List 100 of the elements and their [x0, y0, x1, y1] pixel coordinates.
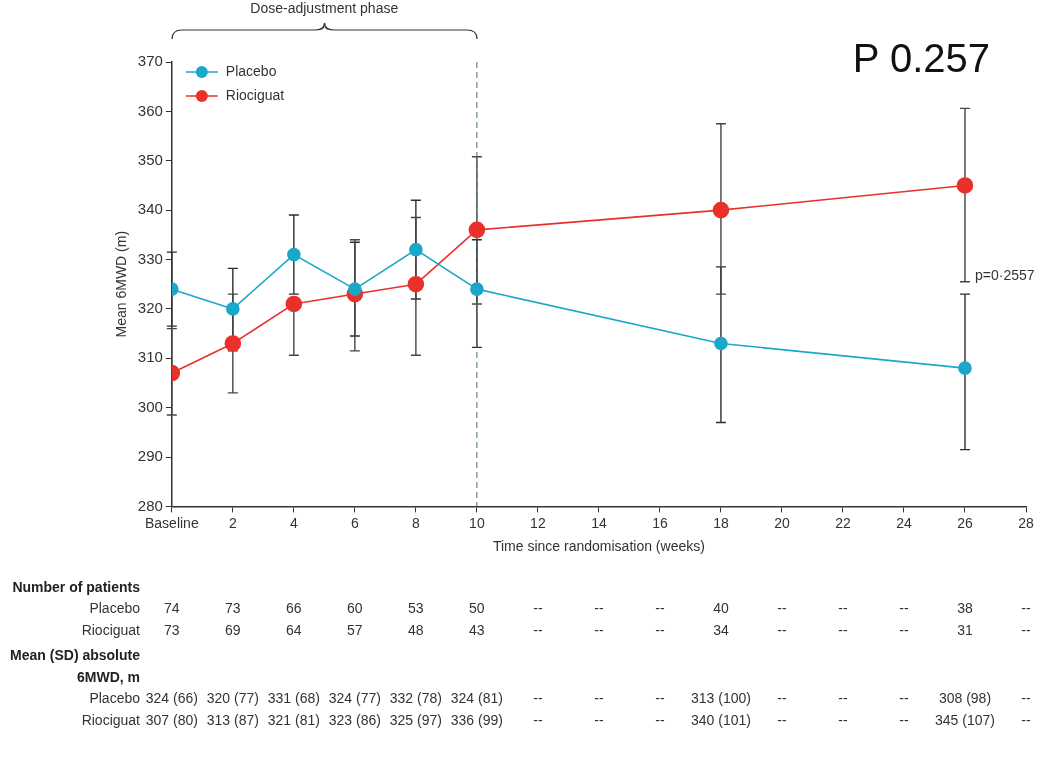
- text: --: [899, 690, 909, 706]
- text: Mean (SD) absolute 6MWD, m: [9, 646, 140, 687]
- x-tick-label: 22: [835, 514, 851, 531]
- text: --: [594, 622, 604, 638]
- text: --: [1021, 622, 1031, 638]
- point: [958, 361, 972, 375]
- text: 40: [713, 600, 729, 616]
- y-axis-title: Mean 6MWD (m): [113, 230, 130, 338]
- x-tick-label: 24: [896, 514, 912, 531]
- text: --: [899, 622, 909, 638]
- text: --: [777, 690, 787, 706]
- text: --: [777, 712, 787, 728]
- text: Placebo: [88, 690, 140, 706]
- x-tick-label: 20: [774, 514, 790, 531]
- text: 53: [408, 600, 424, 616]
- text: --: [899, 600, 909, 616]
- x-tick-label: 14: [591, 514, 607, 531]
- point: [348, 282, 362, 296]
- text: 324 (77): [328, 690, 381, 706]
- text: 340 (101): [690, 712, 751, 728]
- text: 66: [286, 600, 302, 616]
- point: [224, 335, 242, 352]
- text: Riociguat: [80, 712, 140, 728]
- x-tick-label: 26: [957, 514, 973, 531]
- x-tick-label: 4: [289, 514, 298, 531]
- x-tick-label: 6: [350, 514, 359, 531]
- y-tick-label: 320: [137, 299, 163, 317]
- text: 332 (78): [389, 690, 442, 706]
- text: 325 (97): [389, 712, 442, 728]
- text: 74: [164, 600, 180, 616]
- text: 307 (80): [145, 712, 198, 728]
- text: 313 (87): [206, 712, 259, 728]
- text: Dose-adjustment phase: [250, 0, 399, 16]
- text: --: [533, 622, 543, 638]
- text: 34: [713, 622, 729, 638]
- legend-label: Placebo: [225, 62, 277, 79]
- text: --: [1021, 690, 1031, 706]
- text: 331 (68): [267, 690, 320, 706]
- y-tick-label: 340: [137, 200, 163, 218]
- y-tick-label: 330: [137, 249, 163, 267]
- x-tick-label: 12: [530, 514, 546, 531]
- text: 324 (81): [450, 690, 503, 706]
- text: --: [533, 712, 543, 728]
- text: --: [777, 600, 787, 616]
- point: [468, 221, 486, 239]
- x-tick-label: 18: [713, 514, 729, 531]
- text: --: [838, 690, 848, 706]
- text: --: [838, 622, 848, 638]
- point: [956, 177, 974, 194]
- y-tick-label: 300: [137, 397, 163, 415]
- text: Placebo: [88, 600, 140, 616]
- text: --: [655, 712, 665, 728]
- text: 320 (77): [206, 690, 259, 706]
- point: [714, 336, 728, 351]
- text: 345 (107): [935, 712, 995, 728]
- y-tick-label: 310: [137, 348, 163, 366]
- text: Number of patients: [11, 578, 140, 597]
- text: 73: [225, 600, 241, 616]
- y-tick-label: 360: [137, 101, 163, 119]
- text: 64: [286, 622, 302, 638]
- text: --: [533, 690, 543, 706]
- text: --: [1021, 600, 1031, 616]
- text: 38: [957, 600, 973, 616]
- point: [409, 242, 423, 257]
- point: [226, 302, 240, 316]
- text: 336 (99): [450, 712, 503, 728]
- text: --: [655, 690, 665, 706]
- text: 308 (98): [938, 690, 992, 706]
- text: 50: [469, 600, 485, 616]
- text: 323 (86): [328, 712, 381, 728]
- text: 48: [408, 622, 424, 638]
- point: [407, 275, 425, 293]
- text: 313 (100): [690, 690, 751, 706]
- x-tick-label: 2: [228, 514, 237, 531]
- text: --: [594, 712, 604, 728]
- text: --: [838, 712, 848, 728]
- x-tick-label: 28: [1018, 514, 1034, 531]
- text: 69: [225, 622, 241, 638]
- text: 324 (66): [145, 690, 198, 706]
- y-tick-label: 370: [137, 52, 163, 70]
- x-tick-label: 8: [411, 514, 420, 531]
- text: --: [838, 600, 848, 616]
- chart-title: P 0.257: [852, 36, 990, 81]
- annotation: p=0·2557: [974, 266, 1035, 283]
- point: [285, 295, 303, 313]
- text: 60: [347, 600, 363, 616]
- point: [470, 282, 484, 296]
- x-tick-label: Baseline: [144, 514, 199, 531]
- legend-label: Riociguat: [225, 86, 285, 103]
- text: 31: [957, 622, 973, 638]
- text: 57: [347, 622, 363, 638]
- text: --: [655, 622, 665, 638]
- text: --: [533, 600, 543, 616]
- text: --: [594, 690, 604, 706]
- text: --: [1021, 712, 1031, 728]
- text: 43: [469, 622, 485, 638]
- y-tick-label: 350: [137, 150, 163, 168]
- y-tick-label: 280: [137, 496, 163, 514]
- text: 321 (81): [267, 712, 320, 728]
- text: --: [594, 600, 604, 616]
